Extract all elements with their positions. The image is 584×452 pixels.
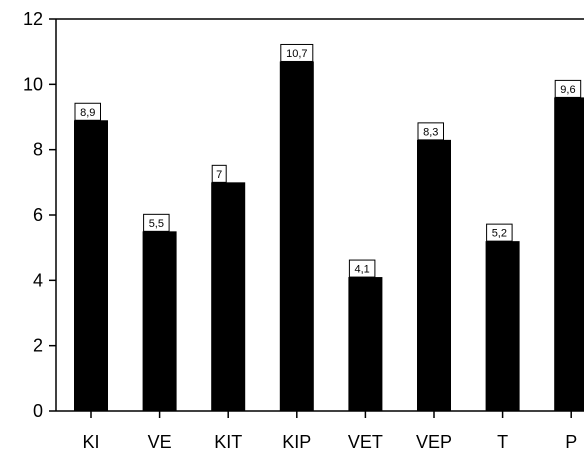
data-label: 8,3 xyxy=(417,122,444,141)
data-label: 5,2 xyxy=(486,223,513,242)
data-label: 7 xyxy=(211,164,227,183)
data-label-box xyxy=(280,43,314,62)
data-label: 4,1 xyxy=(348,259,376,278)
bar xyxy=(74,120,108,412)
x-tick-label: VET xyxy=(348,432,383,452)
data-label-box xyxy=(486,223,513,242)
data-label-text: 5,2 xyxy=(492,228,507,240)
data-label-box xyxy=(211,164,227,183)
data-label: 8,9 xyxy=(74,102,101,121)
y-tick-label: 6 xyxy=(33,205,43,225)
data-label-box xyxy=(74,102,101,121)
y-tick-label: 2 xyxy=(33,336,43,356)
y-tick-label: 12 xyxy=(23,9,43,29)
data-label-box xyxy=(143,213,170,232)
x-tick-label: VE xyxy=(148,432,172,452)
x-tick-label: KIT xyxy=(214,432,242,452)
data-label: 5,5 xyxy=(143,213,170,232)
data-label: 10,7 xyxy=(280,43,314,62)
y-tick-label: 8 xyxy=(33,140,43,160)
y-tick-label: 10 xyxy=(23,74,43,94)
data-label-text: 8,3 xyxy=(423,126,438,138)
y-tick-label: 4 xyxy=(33,270,43,290)
x-tick-label: KIP xyxy=(282,432,311,452)
bar xyxy=(279,61,314,411)
data-label-text: 7 xyxy=(216,169,222,181)
y-tick-label: 0 xyxy=(33,401,43,421)
data-labels-group: 8,9 5,5 7 10,7 4,1 8,3 5,2 9,6 xyxy=(74,43,582,278)
data-label-box xyxy=(348,259,376,278)
bars-group xyxy=(74,61,584,412)
x-tick-label: KI xyxy=(82,432,99,452)
bar xyxy=(142,231,177,411)
bar xyxy=(485,241,520,411)
data-label-box xyxy=(417,122,444,141)
x-tick-label: P xyxy=(565,432,577,452)
y-axis-ticks: 0 2 4 6 8 10 12 xyxy=(23,9,56,421)
data-label-text: 9,6 xyxy=(560,84,575,96)
bar xyxy=(348,277,383,411)
data-label: 9,6 xyxy=(554,79,582,98)
data-label-text: 4,1 xyxy=(355,264,370,276)
x-tick-label: VEP xyxy=(416,432,452,452)
bar xyxy=(554,97,584,412)
data-label-text: 5,5 xyxy=(149,218,164,230)
data-label-text: 10,7 xyxy=(286,48,307,60)
data-label-text: 8,9 xyxy=(80,107,95,119)
bar xyxy=(417,139,451,411)
x-tick-label: T xyxy=(497,432,508,452)
bar xyxy=(211,182,246,411)
x-axis-ticks: KI VE KIT KIP VET VEP T P xyxy=(82,411,577,452)
data-label-box xyxy=(554,79,582,98)
